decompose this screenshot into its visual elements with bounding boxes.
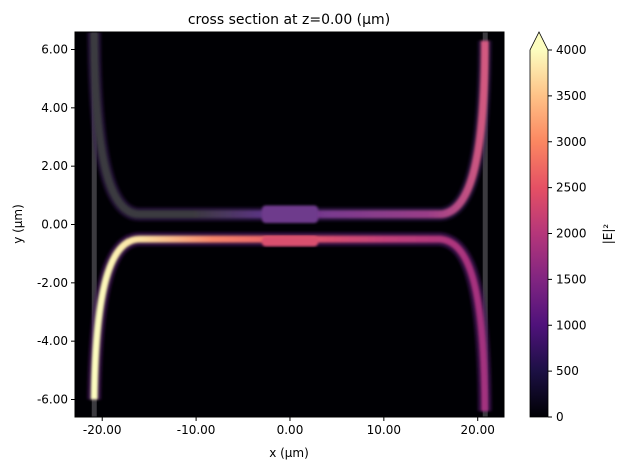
colorbar: 0 500 1000 1500 2000 2500 3000 3500 4000 <box>529 31 587 424</box>
colorbar-tick-label: 3000 <box>556 135 587 149</box>
colorbar-tick-label: 1000 <box>556 318 587 332</box>
colorbar-tick-label: 1500 <box>556 272 587 286</box>
plot-background <box>75 32 504 417</box>
coupler-lower-bulge <box>261 236 319 247</box>
x-tick-label: -10.00 <box>177 423 216 437</box>
x-tick-label: 20.00 <box>461 423 495 437</box>
colorbar-tick-label: 4000 <box>556 43 587 57</box>
coupler-upper-bulge <box>261 205 319 224</box>
x-tick-label: -20.00 <box>83 423 122 437</box>
colorbar-gradient <box>530 50 548 417</box>
axes: -20.00 -10.00 0.00 10.00 20.00 6.00 4.00 2.00 0.… <box>37 43 495 438</box>
y-tick-label: -6.00 <box>37 393 68 407</box>
y-tick-label: -2.00 <box>37 276 68 290</box>
lower-waveguide-field <box>90 235 489 412</box>
waveguides <box>87 32 492 417</box>
colorbar-tick-label: 2000 <box>556 227 587 241</box>
y-tick-label: 2.00 <box>41 159 68 173</box>
y-tick-label: 6.00 <box>41 43 68 57</box>
colorbar-tick-label: 0 <box>556 410 564 424</box>
colorbar-label: |E|² <box>601 224 615 245</box>
colorbar-extend-arrow <box>530 32 548 50</box>
colorbar-tick-label: 3500 <box>556 89 587 103</box>
y-tick-label: -4.00 <box>37 334 68 348</box>
x-tick-label: 0.00 <box>277 423 304 437</box>
chart-title: cross section at z=0.00 (µm) <box>188 12 390 28</box>
colorbar-tick-label: 500 <box>556 364 579 378</box>
x-axis-label: x (µm) <box>269 446 309 460</box>
colorbar-outline <box>529 31 549 418</box>
y-axis-label: y (µm) <box>11 204 25 244</box>
x-tick-label: 10.00 <box>367 423 401 437</box>
colorbar-tick-label: 2500 <box>556 181 587 195</box>
plot-area <box>74 31 505 418</box>
y-tick-label: 0.00 <box>41 218 68 232</box>
y-tick-label: 4.00 <box>41 101 68 115</box>
